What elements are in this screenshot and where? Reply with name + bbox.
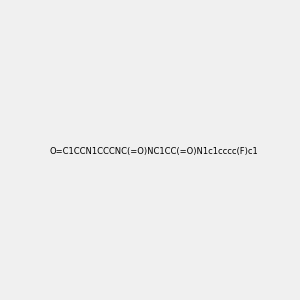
Text: O=C1CCN1CCCNC(=O)NC1CC(=O)N1c1cccc(F)c1: O=C1CCN1CCCNC(=O)NC1CC(=O)N1c1cccc(F)c1 bbox=[50, 147, 258, 156]
